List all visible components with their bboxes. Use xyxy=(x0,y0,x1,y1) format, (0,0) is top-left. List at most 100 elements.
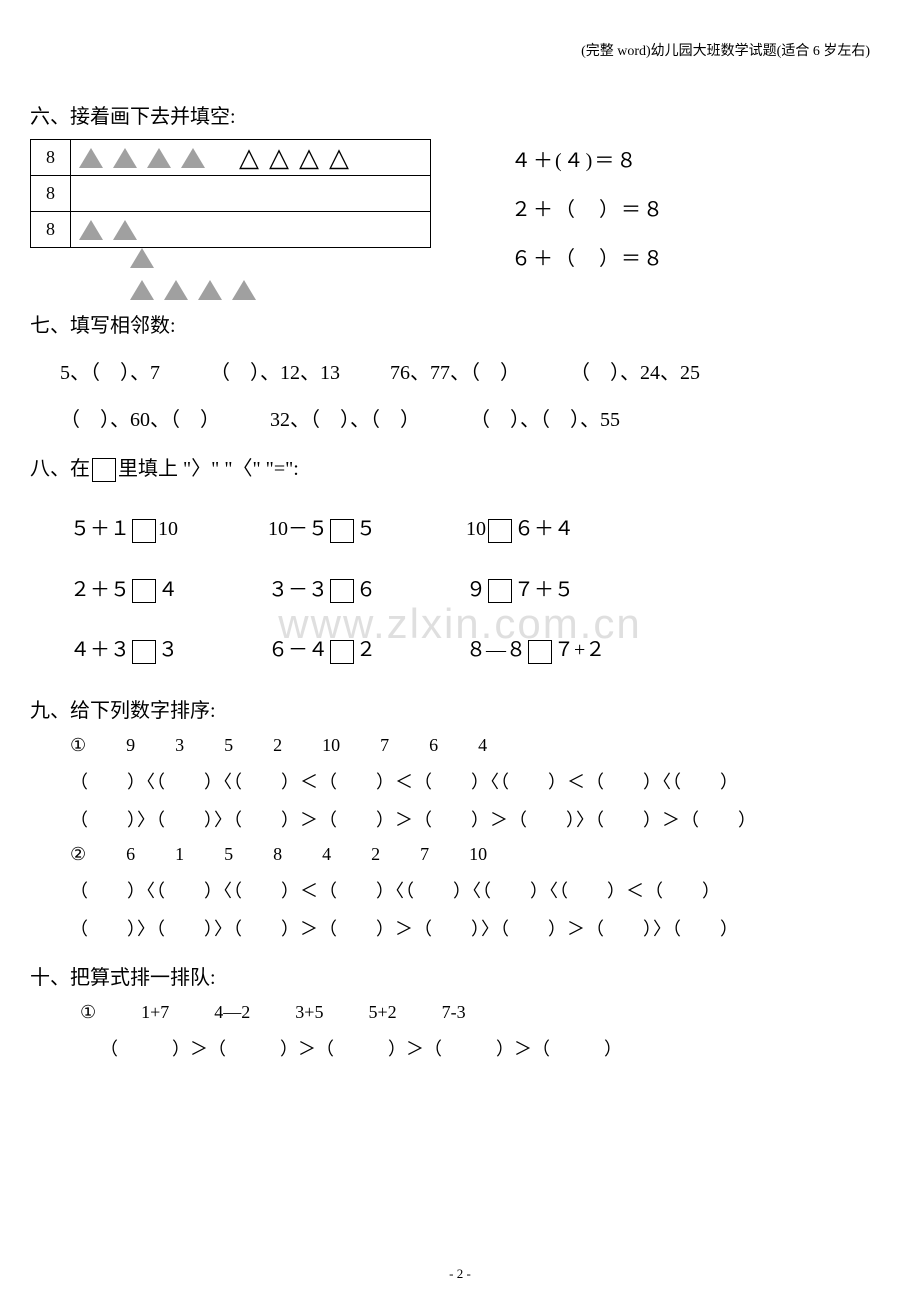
q9-set1: ① 9 3 5 2 10 7 6 4 xyxy=(70,735,890,756)
equation: ６＋（ ）＝８ xyxy=(511,242,665,271)
table-row: 8 xyxy=(31,212,431,248)
triangle-outline-icon: △ xyxy=(269,145,289,171)
equation: ２＋（ ）＝８ xyxy=(511,193,665,222)
compare-item: ４＋３３ xyxy=(70,633,178,663)
compare-item: ８—８７+２ xyxy=(466,633,605,663)
num: 4 xyxy=(478,735,487,756)
set-label: ① xyxy=(80,1002,96,1023)
neighbor-item: 76、77、（ ） xyxy=(390,356,520,385)
q10-title: 十、把算式排一排队: xyxy=(30,961,890,990)
expr: 4—2 xyxy=(214,1002,250,1023)
box-icon xyxy=(488,579,512,603)
compare-item: 10６＋４ xyxy=(466,512,574,542)
triangle-filled-icon xyxy=(113,220,137,240)
q10-paren: （ ）＞（ ）＞（ ）＞（ ）＞（ ） xyxy=(100,1035,890,1061)
q6-equations: ４＋(４)＝８ ２＋（ ）＝８ ６＋（ ）＝８ xyxy=(511,139,665,271)
num: 5 xyxy=(224,844,233,865)
num: 7 xyxy=(380,735,389,756)
neighbor-item: （ ）、（ ）、55 xyxy=(470,403,620,432)
compare-item: ５＋１10 xyxy=(70,512,178,542)
page-header: (完整 word)幼儿园大班数学试题(适合 6 岁左右) xyxy=(30,40,890,60)
triangle-outline-icon: △ xyxy=(239,145,259,171)
compare-item: ９７＋５ xyxy=(466,573,574,603)
neighbor-item: 32、（ ）、（ ） xyxy=(270,403,420,432)
expr: 1+7 xyxy=(141,1002,169,1023)
q9-descending: （ ）〉（ ）〉（ ）＞（ ）＞（ ）＞（ ）〉（ ）＞（ ） xyxy=(70,806,890,832)
compare-item: ６－４２ xyxy=(268,633,376,663)
set-label: ① xyxy=(70,735,86,756)
expr: 7-3 xyxy=(442,1002,466,1023)
triangle-filled-icon xyxy=(130,280,154,300)
num: 2 xyxy=(371,844,380,865)
num: 8 xyxy=(273,844,282,865)
q7-row2: （ ）、60、（ ） 32、（ ）、（ ） （ ）、（ ）、55 xyxy=(60,403,890,432)
box-icon xyxy=(132,579,156,603)
box-icon xyxy=(330,519,354,543)
q9-ascending: （ ）〈（ ）〈（ ）＜（ ）〈（ ）〈（ ）〈（ ）＜（ ） xyxy=(70,877,890,903)
triangle-filled-icon xyxy=(113,148,137,168)
q7-title: 七、填写相邻数: xyxy=(30,309,890,338)
page-number: - 2 - xyxy=(0,1266,920,1282)
triangle-filled-icon xyxy=(79,220,103,240)
neighbor-item: 5、（ ）、7 xyxy=(60,356,160,385)
triangle-filled-icon xyxy=(198,280,222,300)
triangle-filled-icon xyxy=(147,148,171,168)
triangle-filled-icon xyxy=(181,148,205,168)
q10-expressions: ① 1+7 4—2 3+5 5+2 7-3 xyxy=(80,1002,890,1023)
box-icon xyxy=(92,458,116,482)
triangle-cell xyxy=(71,176,431,212)
box-icon xyxy=(488,519,512,543)
triangle-filled-icon xyxy=(79,148,103,168)
neighbor-item: （ ）、24、25 xyxy=(570,356,700,385)
compare-item: ３－３６ xyxy=(268,573,376,603)
q6-table: 8 △ △ △ △ 8 8 xyxy=(30,139,431,248)
table-row: 8 xyxy=(31,176,431,212)
expr: 3+5 xyxy=(295,1002,323,1023)
num: 7 xyxy=(420,844,429,865)
q7-row1: 5、（ ）、7 （ ）、12、13 76、77、（ ） （ ）、24、25 xyxy=(60,356,890,385)
box-icon xyxy=(132,519,156,543)
num: 6 xyxy=(429,735,438,756)
q9-ascending: （ ）〈（ ）〈（ ）＜（ ）＜（ ）〈（ ）＜（ ）〈（ ） xyxy=(70,768,890,794)
box-icon xyxy=(132,640,156,664)
num: 10 xyxy=(322,735,340,756)
neighbor-item: （ ）、60、（ ） xyxy=(60,403,220,432)
row-num: 8 xyxy=(31,140,71,176)
decorative-triangles xyxy=(130,280,262,300)
compare-item: ２＋５４ xyxy=(70,573,178,603)
num: 2 xyxy=(273,735,282,756)
q9-descending: （ ）〉（ ）〉（ ）＞（ ）＞（ ）〉（ ）＞（ ）〉（ ） xyxy=(70,915,890,941)
triangle-outline-icon: △ xyxy=(329,145,349,171)
triangle-filled-icon xyxy=(232,280,256,300)
q8-row: ４＋３３ ６－４２ ８—８７+２ xyxy=(70,633,890,663)
triangle-outline-icon: △ xyxy=(299,145,319,171)
num: 5 xyxy=(224,735,233,756)
triangle-cell: △ △ △ △ xyxy=(71,140,431,176)
q8-row: ２＋５４ ３－３６ ９７＋５ xyxy=(70,573,890,603)
q8-title: 八、在里填上 "〉" "〈" "=": xyxy=(30,452,890,482)
box-icon xyxy=(330,579,354,603)
set-label: ② xyxy=(70,844,86,865)
expr: 5+2 xyxy=(368,1002,396,1023)
box-icon xyxy=(528,640,552,664)
q6-title: 六、接着画下去并填空: xyxy=(30,100,890,129)
q9-set2: ② 6 1 5 8 4 2 7 10 xyxy=(70,844,890,865)
header-text: (完整 word)幼儿园大班数学试题(适合 6 岁左右) xyxy=(581,44,870,59)
decorative-triangles xyxy=(130,248,160,268)
triangle-filled-icon xyxy=(130,248,154,268)
compare-item: 10－５５ xyxy=(268,512,376,542)
num: 6 xyxy=(126,844,135,865)
box-icon xyxy=(330,640,354,664)
num: 10 xyxy=(469,844,487,865)
triangle-filled-icon xyxy=(164,280,188,300)
row-num: 8 xyxy=(31,176,71,212)
q8-row: ５＋１10 10－５５ 10６＋４ xyxy=(70,512,890,542)
num: 4 xyxy=(322,844,331,865)
table-row: 8 △ △ △ △ xyxy=(31,140,431,176)
row-num: 8 xyxy=(31,212,71,248)
triangle-cell xyxy=(71,212,431,248)
q9-title: 九、给下列数字排序: xyxy=(30,694,890,723)
neighbor-item: （ ）、12、13 xyxy=(210,356,340,385)
num: 9 xyxy=(126,735,135,756)
num: 3 xyxy=(175,735,184,756)
